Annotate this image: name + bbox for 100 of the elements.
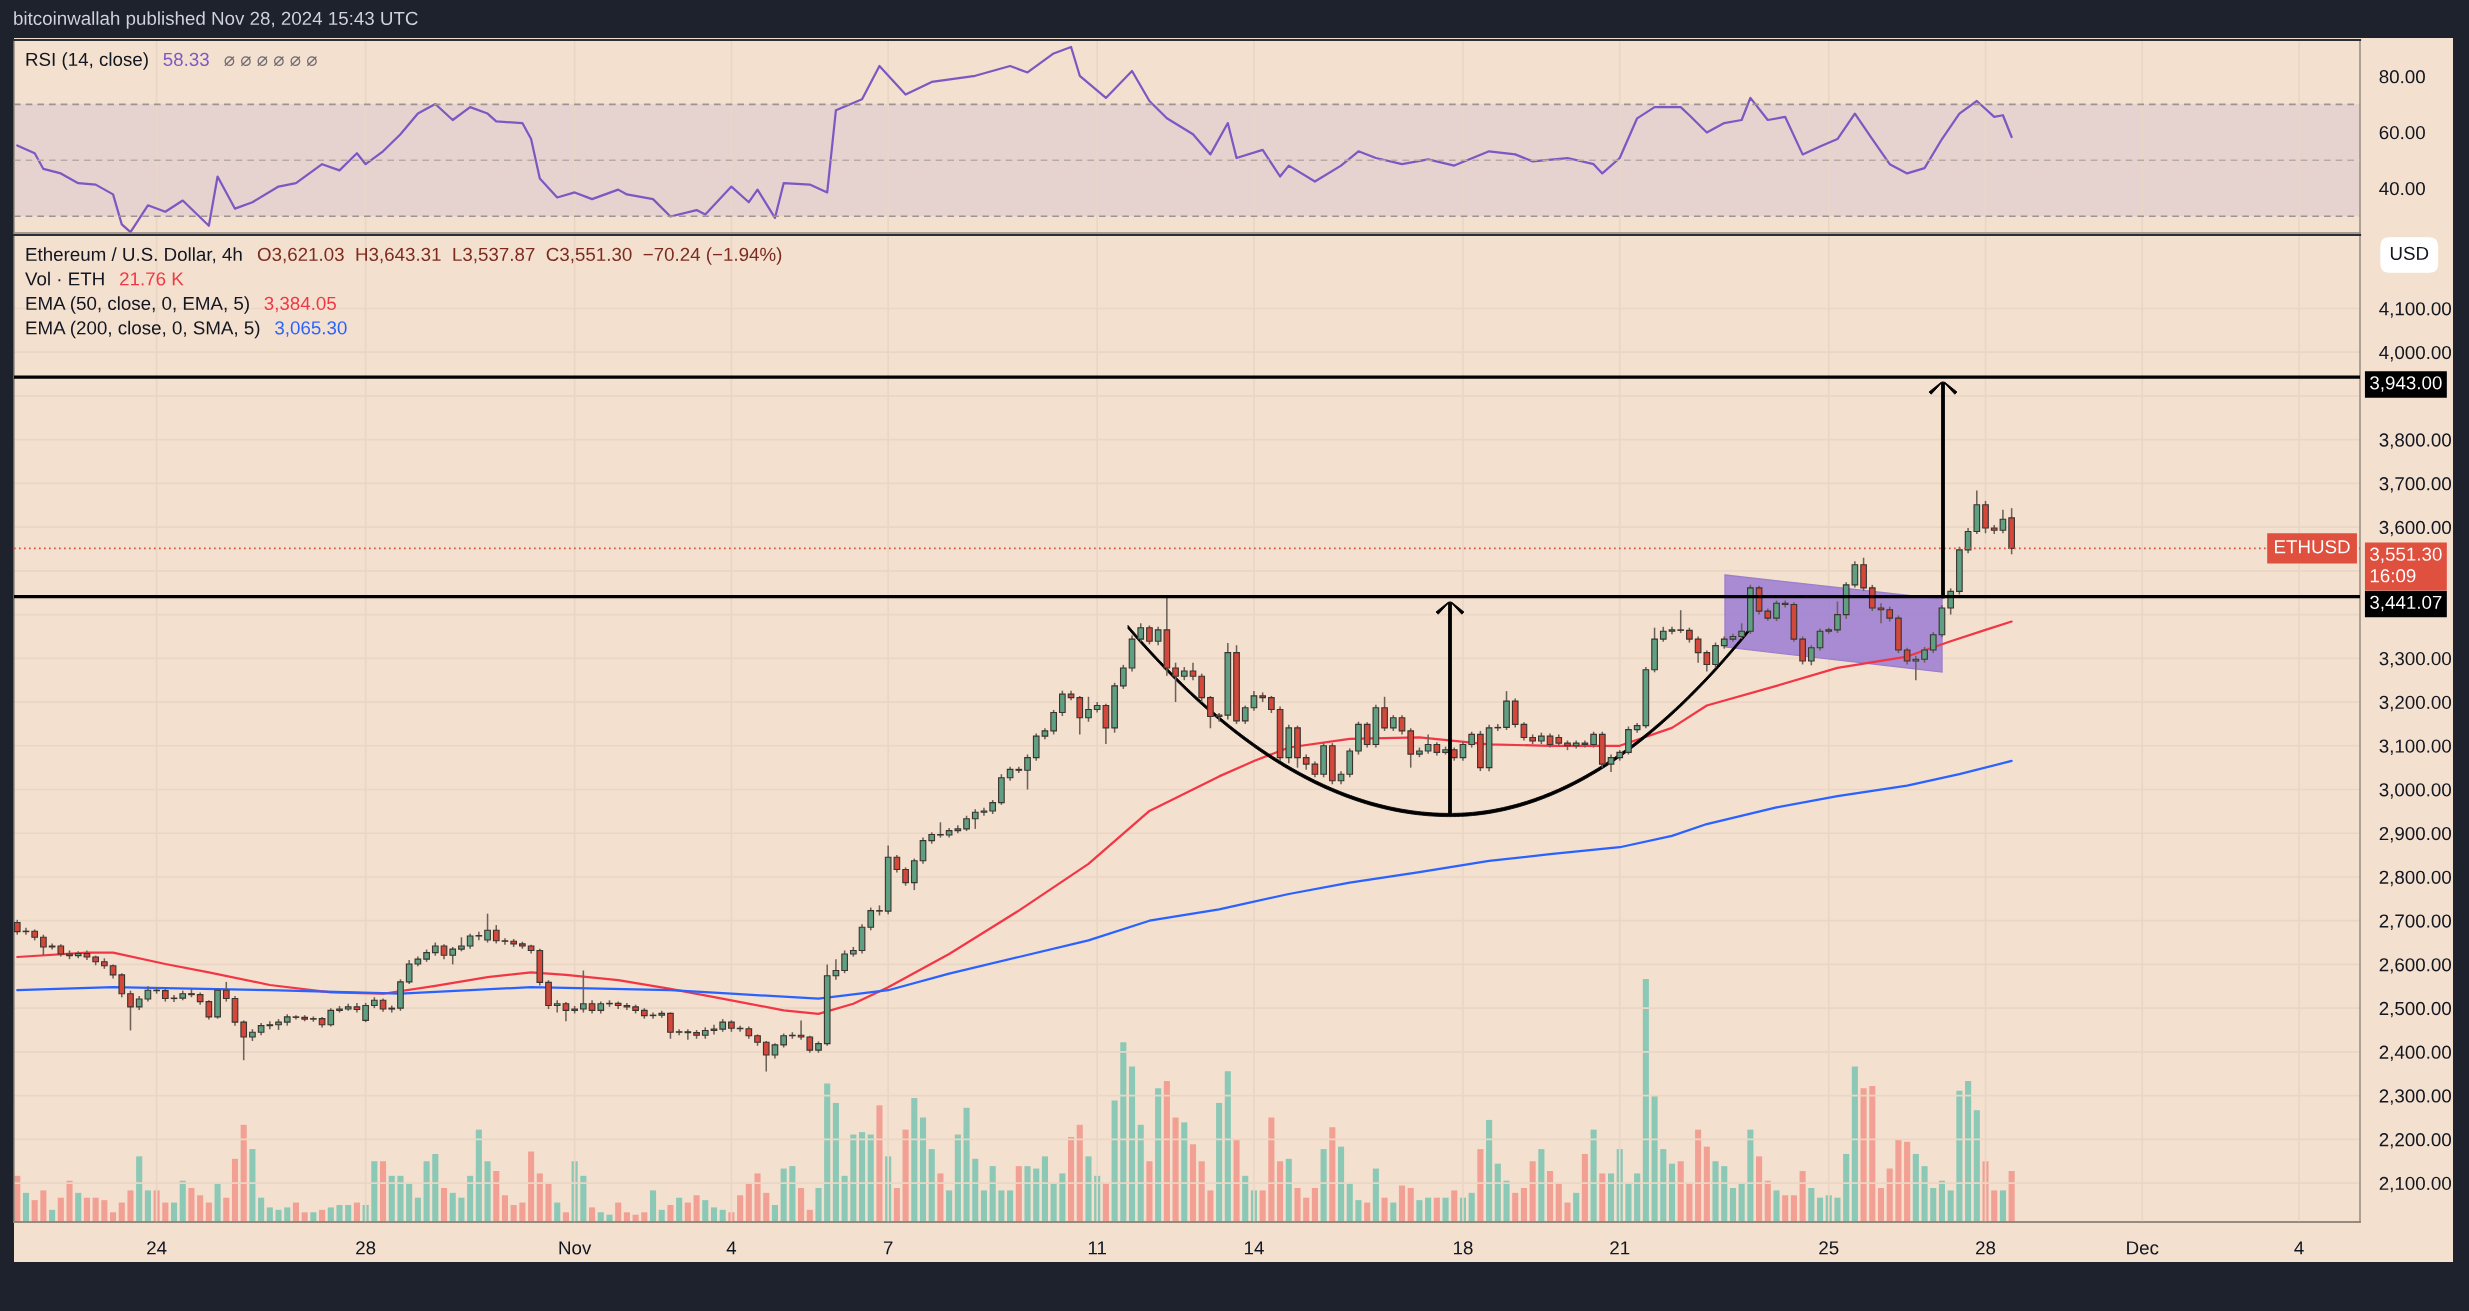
text: bitcoinwallah published Nov 28, 2024 15:43 UTC bbox=[14, 11, 418, 29]
bar bbox=[615, 1202, 622, 1222]
bar bbox=[1155, 1088, 1162, 1222]
bar bbox=[1372, 1168, 1379, 1222]
candlestick bbox=[1059, 689, 1066, 717]
y-tick-label: 2,600.00 bbox=[2379, 958, 2451, 974]
candlestick bbox=[1625, 725, 1632, 756]
bar bbox=[1660, 1149, 1667, 1222]
text: Ethereum / U.S. Dollar, 4h bbox=[26, 247, 242, 264]
bar bbox=[754, 1173, 761, 1222]
bar bbox=[1120, 1042, 1127, 1222]
candlestick bbox=[1807, 644, 1815, 667]
bar bbox=[562, 1212, 569, 1222]
bar bbox=[1721, 1166, 1728, 1222]
bar bbox=[606, 1214, 613, 1222]
bar bbox=[919, 1117, 927, 1222]
annotation: 58.33 bbox=[163, 52, 209, 67]
candlestick bbox=[1198, 672, 1206, 703]
bar bbox=[745, 1183, 752, 1222]
candlestick bbox=[231, 995, 239, 1027]
bar bbox=[832, 1102, 839, 1222]
bar bbox=[850, 1134, 857, 1222]
bar bbox=[484, 1161, 491, 1222]
bar bbox=[815, 1187, 822, 1222]
bar bbox=[1538, 1149, 1545, 1222]
bar bbox=[1364, 1202, 1371, 1222]
bar bbox=[1224, 1071, 1231, 1222]
bar bbox=[1050, 1183, 1057, 1222]
bar bbox=[1137, 1124, 1144, 1222]
annotation: EMA (200, close, 0, SMA, 5) bbox=[26, 320, 260, 339]
bar bbox=[249, 1149, 256, 1222]
y-tick-label: 80.00 bbox=[2379, 70, 2425, 84]
candlestick bbox=[170, 994, 178, 1003]
y-tick-label: 2,500.00 bbox=[2379, 1001, 2451, 1018]
annotation: EMA (50, close, 0, EMA, 5) bbox=[26, 296, 249, 314]
bar bbox=[1146, 1161, 1153, 1222]
bar bbox=[188, 1187, 195, 1222]
x-tick-label: 14 bbox=[1244, 1241, 1264, 1255]
candlestick bbox=[545, 979, 552, 1010]
candlestick bbox=[1050, 709, 1057, 736]
bar bbox=[223, 1197, 230, 1222]
bar bbox=[1477, 1149, 1484, 1222]
bar bbox=[789, 1166, 796, 1222]
bar bbox=[1834, 1197, 1841, 1222]
y-axis-title: USD bbox=[2390, 246, 2429, 261]
annotation: ⌀ ⌀ ⌀ ⌀ ⌀ ⌀ bbox=[224, 56, 317, 67]
candlestick bbox=[910, 857, 918, 891]
bar bbox=[1512, 1192, 1519, 1222]
bar bbox=[1695, 1129, 1702, 1222]
bar bbox=[475, 1129, 482, 1222]
bar bbox=[83, 1197, 90, 1222]
bar bbox=[240, 1124, 247, 1222]
candlestick bbox=[492, 924, 500, 945]
bar bbox=[954, 1134, 961, 1222]
bar bbox=[449, 1192, 456, 1222]
bar bbox=[1642, 979, 1649, 1222]
bar bbox=[1895, 1139, 1902, 1222]
candlestick bbox=[1877, 602, 1885, 625]
candlestick bbox=[1146, 624, 1153, 646]
bar bbox=[1686, 1183, 1693, 1222]
bar bbox=[1921, 1166, 1928, 1222]
ref-line-label: 3,943.00 bbox=[2370, 376, 2442, 392]
bar bbox=[1494, 1163, 1501, 1222]
bar bbox=[1886, 1168, 1893, 1222]
bar bbox=[1590, 1129, 1597, 1222]
bar bbox=[528, 1151, 535, 1222]
candlestick bbox=[1982, 500, 1989, 535]
y-tick-label: 2,800.00 bbox=[2379, 870, 2451, 887]
bar bbox=[998, 1190, 1005, 1222]
y-tick-label: 3,300.00 bbox=[2379, 652, 2451, 668]
bar bbox=[1416, 1200, 1423, 1222]
bar bbox=[1163, 1081, 1170, 1222]
bar bbox=[92, 1197, 99, 1222]
candlestick bbox=[1024, 753, 1031, 791]
bar bbox=[1207, 1190, 1214, 1222]
bar bbox=[1581, 1153, 1588, 1222]
bar bbox=[1529, 1161, 1536, 1222]
bar bbox=[197, 1195, 204, 1222]
bar bbox=[1703, 1146, 1710, 1222]
bar bbox=[641, 1212, 648, 1222]
bar bbox=[231, 1158, 239, 1222]
candlestick bbox=[40, 933, 47, 957]
bar bbox=[1398, 1185, 1406, 1222]
y-tick-label: 2,900.00 bbox=[2379, 826, 2451, 843]
bar bbox=[893, 1187, 900, 1222]
bar bbox=[1668, 1163, 1676, 1222]
bar bbox=[1982, 1161, 1989, 1222]
bar bbox=[327, 1207, 334, 1222]
bar bbox=[1947, 1190, 1954, 1222]
bar bbox=[1651, 1095, 1658, 1222]
bar bbox=[1172, 1117, 1179, 1222]
bar bbox=[57, 1197, 64, 1222]
candlestick bbox=[1712, 641, 1719, 669]
bar bbox=[1068, 1136, 1075, 1222]
bar bbox=[1181, 1122, 1188, 1222]
bar bbox=[1677, 1161, 1684, 1222]
y-tick-label: 3,200.00 bbox=[2379, 695, 2451, 712]
bar bbox=[1956, 1090, 1963, 1222]
bar bbox=[1329, 1127, 1336, 1222]
x-tick-label: 28 bbox=[1976, 1241, 1996, 1255]
